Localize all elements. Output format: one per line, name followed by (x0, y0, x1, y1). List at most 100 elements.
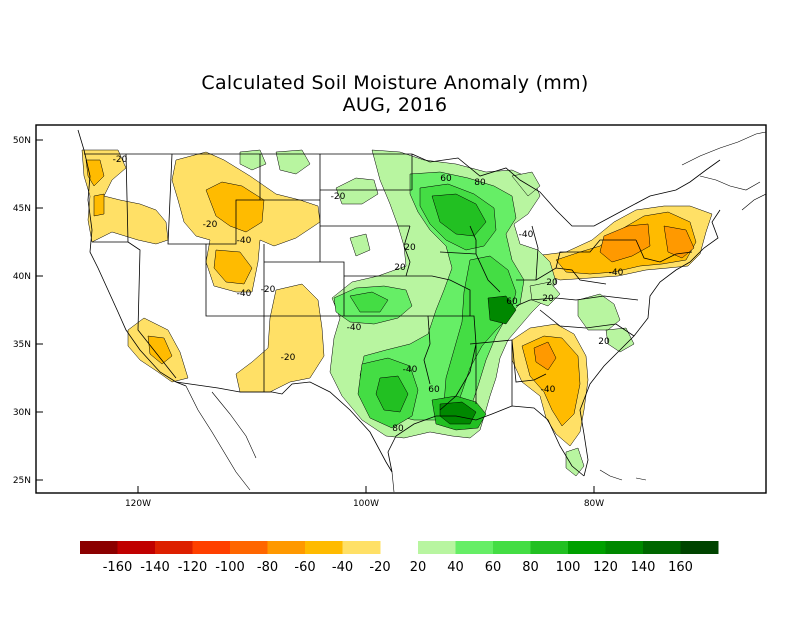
mexico-gulf-coastline (391, 469, 647, 493)
anomaly-region-dry-southeast-core (533, 341, 557, 371)
state-lines (92, 153, 693, 411)
legend-swatch-wet (418, 541, 456, 554)
mexico-border (175, 381, 393, 473)
contour-label: 20 (598, 337, 610, 347)
legend-label: -120 (178, 560, 208, 575)
anomaly-region-wet-florida (565, 447, 585, 477)
anomaly-region-wet-dakota (335, 177, 379, 205)
legend-swatch-wet (455, 541, 494, 554)
contour-label: -20 (331, 192, 346, 202)
contour-label: -40 (403, 365, 418, 375)
map-title: Calculated Soil Moisture Anomaly (mm) (201, 72, 589, 94)
legend-swatch-dry (192, 541, 231, 554)
contour-label: 20 (546, 278, 558, 288)
legend-label: 20 (410, 560, 427, 575)
legend-label: -40 (332, 560, 353, 575)
contour-label: -40 (237, 236, 252, 246)
west-coastline (77, 129, 187, 387)
anomaly-region-wet-mississippi (443, 255, 517, 409)
x-tick-label: 80W (584, 499, 604, 509)
anomaly-region-dry-new-mexico (235, 283, 325, 393)
color-legend: -160 -140 -120 -100 -80 -60 -40 -20 20 40 60 80 100 1… (80, 541, 719, 575)
contour-label: 60 (440, 174, 452, 184)
coastlines-outside-us (185, 131, 766, 493)
legend-label: -20 (369, 560, 390, 575)
contour-label: 20 (394, 263, 406, 273)
contour-label: 20 (542, 294, 554, 304)
legend-label: -160 (103, 560, 133, 575)
legend-swatch-dry (230, 541, 268, 554)
contour-label: -20 (261, 285, 276, 295)
y-tick-label: 50N (13, 136, 31, 146)
legend-label: -140 (140, 560, 170, 575)
canada-coastline (681, 131, 766, 211)
legend-label: -60 (294, 560, 315, 575)
contour-label: -20 (203, 220, 218, 230)
contour-label: -20 (113, 155, 128, 165)
contour-labels: -20 -20 -20 -20 -40 -40 -40 -40 -40 -40 … (113, 155, 624, 434)
contour-label: -40 (347, 323, 362, 333)
legend-label: 160 (668, 560, 693, 575)
y-tick-label: 30N (13, 408, 31, 418)
contour-label: 20 (404, 243, 416, 253)
legend-label: 80 (522, 560, 539, 575)
map-content (77, 129, 766, 493)
x-tick-label: 100W (353, 499, 379, 509)
legend-swatch-dry (267, 541, 306, 554)
legend-swatch-wet (530, 541, 569, 554)
anomaly-region-wet-kansas-core (349, 291, 389, 313)
atlantic-coastline (579, 209, 721, 477)
anomaly-region-wet-upper-midwest-core (431, 193, 487, 237)
anomaly-region-wet-nebraska (349, 233, 371, 257)
great-lakes-border (411, 153, 721, 227)
legend-swatch-dry (117, 541, 156, 554)
legend-labels: -160 -140 -120 -100 -80 -60 -40 -20 20 40 60 80 100 1… (103, 560, 693, 575)
axis-ticks (36, 139, 595, 493)
contour-label: -40 (237, 289, 252, 299)
legend-swatch-dry (155, 541, 193, 554)
y-tick-label: 45N (13, 204, 31, 214)
legend-wet-swatches (418, 541, 719, 554)
anomaly-region-wet-mississippi-core (487, 295, 517, 325)
contour-label: -40 (541, 385, 556, 395)
contour-label: 80 (392, 424, 404, 434)
legend-label: -100 (215, 560, 245, 575)
anomaly-region-dry-northwest-core (85, 159, 105, 217)
legend-label: 140 (631, 560, 656, 575)
legend-label: 120 (593, 560, 618, 575)
legend-swatch-wet (680, 541, 719, 554)
legend-swatch-dry (342, 541, 381, 554)
anomaly-region-wet-montana-west (239, 149, 267, 171)
legend-swatch-wet (605, 541, 644, 554)
map-frame (35, 124, 767, 494)
legend-swatch-wet (643, 541, 681, 554)
contour-label: 60 (428, 385, 440, 395)
anomaly-region-wet-montana (275, 149, 311, 175)
y-tick-label: 25N (13, 476, 31, 486)
contour-label: -40 (609, 268, 624, 278)
legend-swatch-wet (568, 541, 606, 554)
anomaly-region-dry-rockies-core (205, 181, 265, 285)
legend-swatch-dry (305, 541, 343, 554)
legend-label: 100 (556, 560, 581, 575)
x-tick-label: 120W (125, 499, 151, 509)
anomaly-region-wet-ohio-valley (529, 281, 561, 307)
map-subtitle-date: AUG, 2016 (342, 94, 448, 116)
contour-label: 60 (506, 297, 518, 307)
gulf-coastline (387, 405, 585, 477)
y-tick-label: 40N (13, 272, 31, 282)
legend-label: -80 (257, 560, 278, 575)
state-boundaries (77, 129, 721, 477)
legend-label: 60 (485, 560, 502, 575)
anomaly-region-dry-southwest-core (147, 335, 173, 365)
contour-label: 80 (474, 178, 486, 188)
legend-dry-swatches (80, 541, 381, 554)
contour-label: -20 (281, 353, 296, 363)
baja-coastline (185, 385, 257, 491)
legend-swatch-dry (80, 541, 118, 554)
y-axis-labels: 50N 45N 40N 35N 30N 25N (13, 136, 31, 486)
legend-swatch-wet (493, 541, 531, 554)
anomaly-region-wet-texas-core (375, 375, 409, 413)
y-tick-label: 35N (13, 340, 31, 350)
